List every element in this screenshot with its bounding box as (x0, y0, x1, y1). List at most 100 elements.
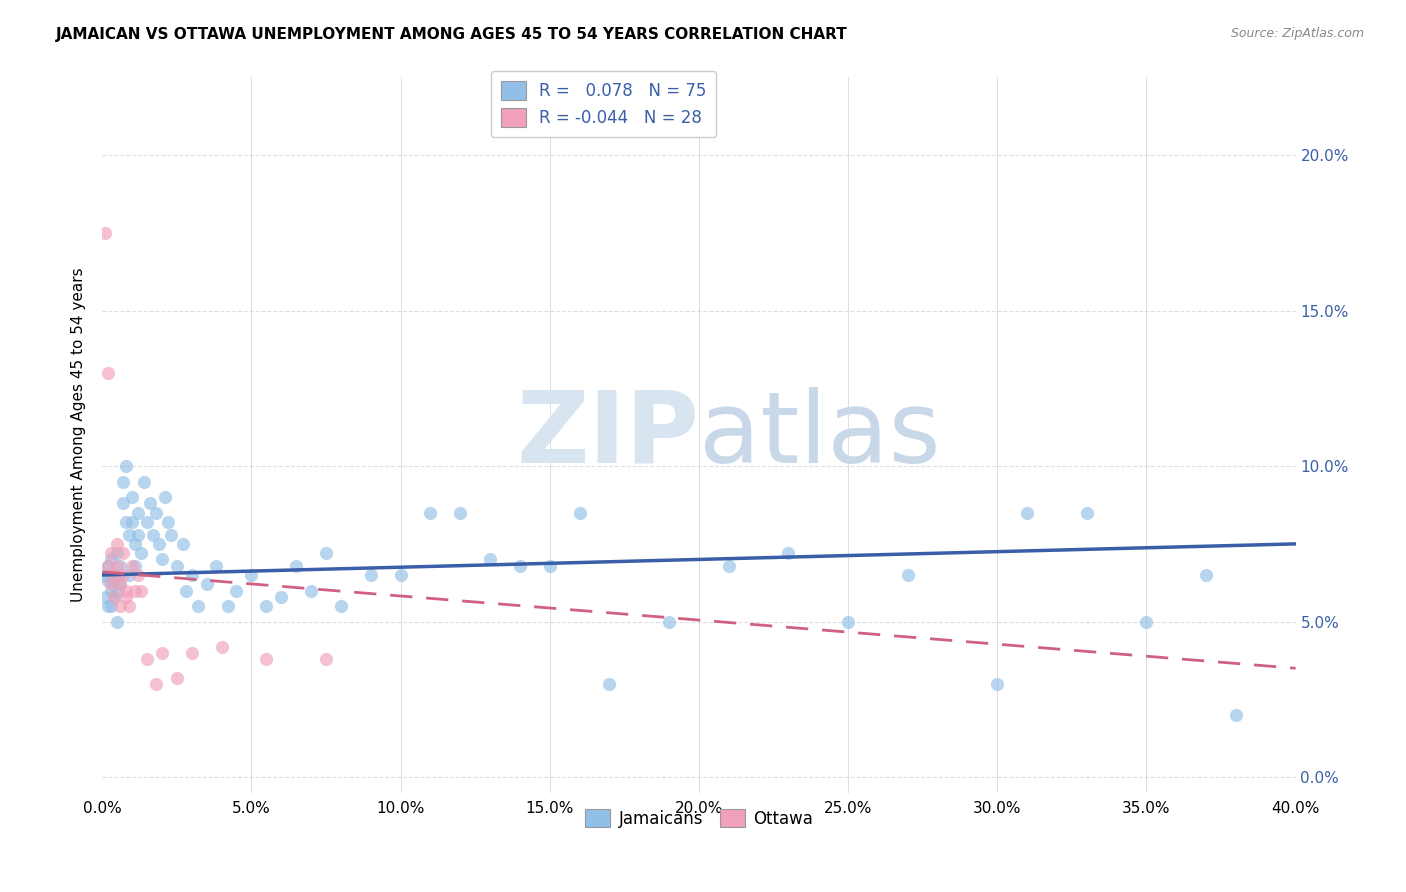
Point (103, 590, 125, 604)
Point (129, 583, 152, 598)
Point (166, 671, 188, 685)
Point (150, 552, 173, 566)
Point (1015, 506, 1038, 520)
Point (112, 475, 135, 489)
Point (103, 574, 125, 589)
Point (254, 599, 277, 613)
Point (360, 568, 382, 582)
Point (132, 475, 155, 489)
Point (97, 558, 120, 573)
Text: Source: ZipAtlas.com: Source: ZipAtlas.com (1230, 27, 1364, 40)
Text: atlas: atlas (699, 386, 941, 483)
Point (778, 546, 800, 560)
Point (103, 590, 125, 604)
Point (112, 568, 135, 582)
Point (100, 546, 122, 560)
Point (389, 568, 412, 582)
Point (100, 583, 122, 598)
Point (153, 490, 176, 504)
Point (115, 590, 138, 604)
Text: JAMAICAN VS OTTAWA UNEMPLOYMENT AMONG AGES 45 TO 54 YEARS CORRELATION CHART: JAMAICAN VS OTTAWA UNEMPLOYMENT AMONG AG… (56, 27, 848, 42)
Point (148, 537, 170, 551)
Point (315, 546, 337, 560)
Point (136, 652, 159, 666)
Point (105, 546, 128, 560)
Point (121, 490, 143, 504)
Point (156, 515, 179, 529)
Point (285, 558, 308, 573)
Point (145, 677, 167, 691)
Point (94, 590, 117, 604)
Point (124, 558, 146, 573)
Point (100, 599, 122, 613)
Point (100, 577, 122, 591)
Point (837, 615, 859, 629)
Point (986, 677, 1008, 691)
Point (115, 583, 138, 598)
Point (1195, 568, 1218, 582)
Point (139, 496, 162, 510)
Point (598, 677, 620, 691)
Point (225, 583, 247, 598)
Point (105, 537, 128, 551)
Text: ZIP: ZIP (516, 386, 699, 483)
Point (105, 583, 128, 598)
Point (108, 577, 131, 591)
Point (211, 640, 233, 654)
Point (103, 568, 125, 582)
Legend: Jamaicans, Ottawa: Jamaicans, Ottawa (578, 803, 820, 834)
Point (217, 599, 239, 613)
Point (136, 515, 159, 529)
Point (195, 577, 218, 591)
Point (118, 568, 141, 582)
Point (127, 527, 149, 541)
Point (121, 515, 143, 529)
Point (150, 646, 173, 660)
Point (240, 568, 263, 582)
Point (315, 652, 337, 666)
Point (118, 527, 141, 541)
Point (115, 515, 138, 529)
Point (254, 652, 277, 666)
Point (105, 615, 128, 629)
Point (479, 552, 502, 566)
Point (204, 558, 226, 573)
Point (538, 558, 561, 573)
Point (180, 646, 202, 660)
Point (1076, 506, 1098, 520)
Point (187, 599, 209, 613)
Point (124, 537, 146, 551)
Point (166, 558, 188, 573)
Point (897, 568, 920, 582)
Point (174, 583, 197, 598)
Point (115, 459, 138, 474)
Point (717, 558, 740, 573)
Point (108, 599, 131, 613)
Point (127, 568, 149, 582)
Point (1135, 615, 1157, 629)
Point (160, 527, 183, 541)
Point (105, 558, 128, 573)
Point (118, 599, 141, 613)
Point (299, 583, 322, 598)
Point (124, 583, 146, 598)
Point (129, 546, 152, 560)
Point (94, 568, 117, 582)
Point (97, 574, 120, 589)
Point (94, 226, 117, 240)
Point (145, 506, 167, 520)
Point (172, 537, 194, 551)
Point (509, 558, 531, 573)
Point (108, 577, 131, 591)
Point (180, 568, 202, 582)
Point (1225, 707, 1247, 722)
Y-axis label: Unemployment Among Ages 45 to 54 years: Unemployment Among Ages 45 to 54 years (72, 268, 86, 602)
Point (419, 506, 441, 520)
Point (108, 558, 131, 573)
Point (112, 496, 135, 510)
Point (121, 558, 143, 573)
Point (97, 599, 120, 613)
Point (112, 546, 135, 560)
Point (127, 506, 149, 520)
Point (270, 590, 292, 604)
